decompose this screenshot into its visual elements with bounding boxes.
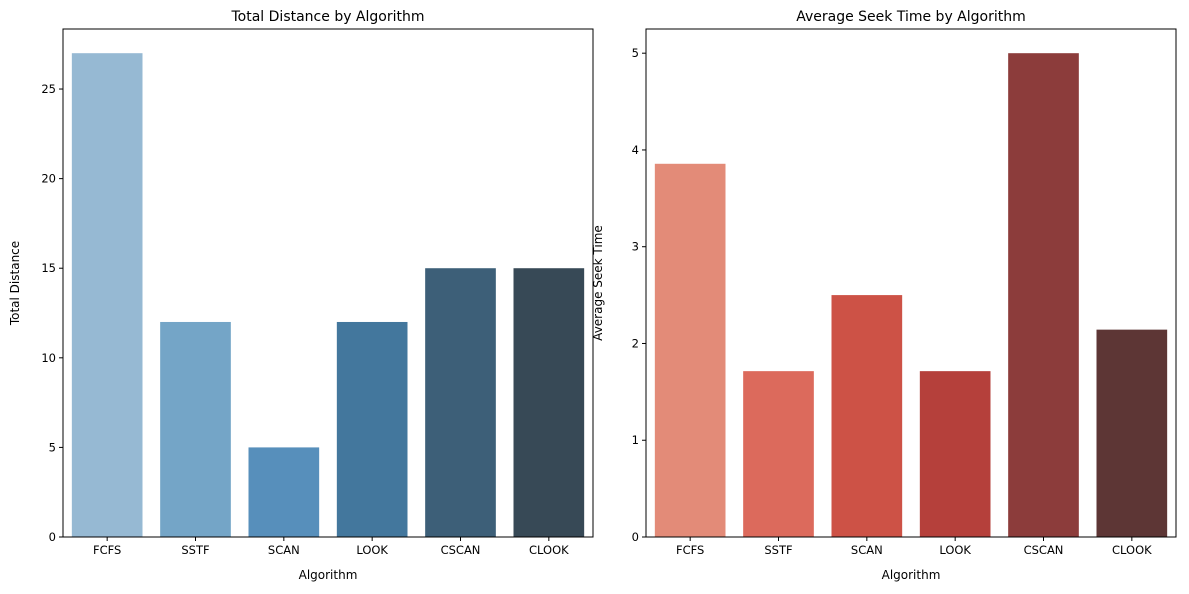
bar-fcfs [71,53,143,537]
chart-panel-average-seek-time: Average Seek Time by Algorithm FCFS SSTF SC… [591,9,1177,582]
x-tick-label: LOOK [939,543,971,557]
bar-cscan [1008,53,1079,537]
x-tick-label: LOOK [356,543,388,557]
bar-scan [248,447,320,537]
y-tick-label: 0 [49,530,56,544]
y-tick-label: 2 [632,336,639,350]
x-tick-label: CSCAN [1024,543,1064,557]
y-axis-label: Total Distance [8,241,22,326]
axes-frame [62,28,594,538]
bar-cscan [425,268,496,537]
x-tick-label: SSTF [181,543,209,557]
bar-sstf [743,371,814,537]
y-tick-label: 5 [632,46,639,60]
bar-clook [513,268,585,537]
y-axis-label: Average Seek Time [591,225,605,341]
y-tick-label: 1 [632,433,639,447]
y-tick-label: 25 [41,82,56,96]
bar-sstf [160,321,231,537]
chart-title: Average Seek Time by Algorithm [796,9,1026,25]
y-tick-label: 3 [632,240,639,254]
x-tick-label: CSCAN [441,543,481,557]
chart-panel-total-distance: Total Distance by Algorithm FCFS SSTF SCAN L… [8,9,594,582]
bar-clook [1096,329,1168,537]
x-tick-label: SCAN [268,543,300,557]
x-axis-label: Algorithm [299,568,358,582]
y-tick-label: 15 [41,261,56,275]
bar-look [919,371,991,537]
bar-look [336,321,408,537]
bar-fcfs [654,163,726,537]
y-tick-label: 0 [632,530,639,544]
x-tick-label: CLOOK [529,543,569,557]
chart-title: Total Distance by Algorithm [231,9,425,25]
y-tick-label: 5 [49,440,56,454]
x-tick-label: FCFS [93,543,121,557]
x-tick-label: CLOOK [1112,543,1152,557]
x-tick-label: FCFS [676,543,704,557]
y-tick-label: 20 [41,172,56,186]
x-axis-label: Algorithm [882,568,941,582]
axes-frame [645,28,1177,538]
y-tick-label: 4 [632,143,639,157]
bar-scan [831,295,903,537]
x-tick-label: SSTF [764,543,792,557]
x-tick-label: SCAN [851,543,883,557]
y-tick-label: 10 [41,351,56,365]
